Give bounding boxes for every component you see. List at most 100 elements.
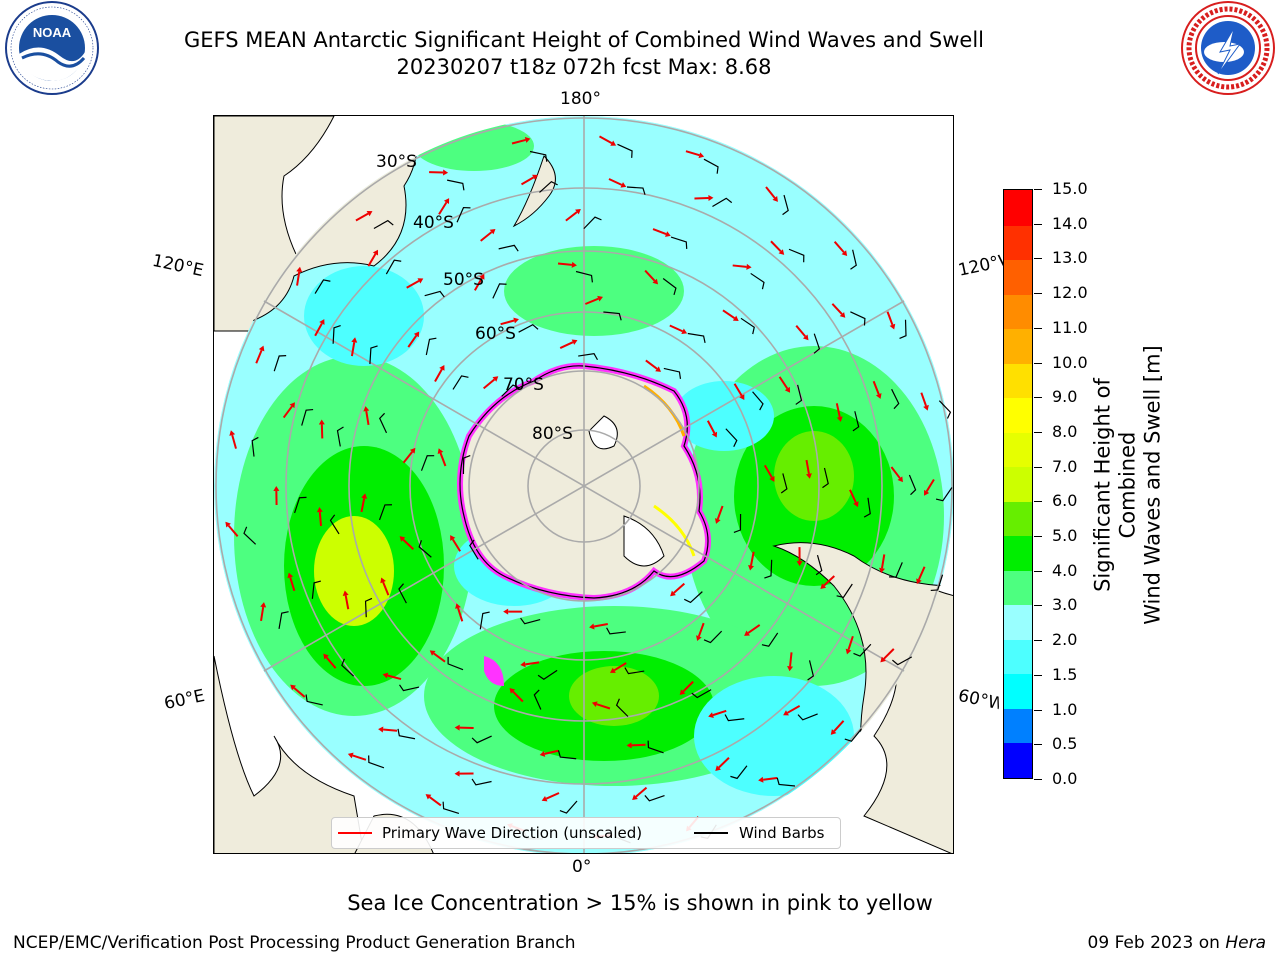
- wave-direction-arrowhead: [260, 602, 267, 608]
- wave-direction-arrowhead: [787, 666, 794, 672]
- colorbar-tick-mark: [1034, 501, 1042, 503]
- wind-barb: [378, 504, 392, 521]
- wave-direction-arrowhead: [225, 521, 231, 528]
- colorbar-tick-mark: [1034, 466, 1042, 468]
- wind-barb: [397, 728, 416, 740]
- wave-direction-arrowhead: [796, 561, 803, 567]
- wind-barb: [624, 667, 645, 675]
- wind-barb: [447, 656, 464, 671]
- wave-direction-arrow: [733, 383, 743, 397]
- wave-direction-arrow: [439, 452, 447, 467]
- wind-barb: [305, 694, 323, 706]
- wave-direction-arrowhead: [610, 667, 616, 673]
- wave-direction-arrow: [584, 297, 599, 305]
- wave-direction-arrow: [833, 241, 845, 253]
- wave-direction-arrowhead: [503, 608, 509, 615]
- wind-barb: [301, 408, 314, 426]
- footer-machine: Hera: [1225, 933, 1266, 953]
- colorbar-title: Significant Height of Combined Wind Wave…: [1091, 340, 1166, 630]
- wave-direction-arrow: [682, 680, 694, 693]
- wave-direction-arrow: [438, 201, 448, 215]
- wave-direction-arrowhead: [845, 648, 852, 655]
- wind-barb: [683, 591, 703, 604]
- wave-direction-arrow: [718, 757, 730, 769]
- wave-direction-arrowhead: [539, 750, 546, 757]
- wave-direction-arrowhead: [758, 776, 764, 783]
- lon-label-0: 0°: [572, 857, 592, 877]
- wave-direction-arrow: [872, 380, 880, 395]
- wave-direction-arrow: [593, 622, 608, 628]
- wind-barb: [603, 311, 622, 321]
- wave-direction-arrowhead: [455, 603, 461, 609]
- wave-direction-arrow: [645, 359, 658, 370]
- wave-direction-arrow: [608, 178, 623, 186]
- wave-direction-arrowhead: [670, 590, 676, 597]
- wave-direction-arrowhead: [289, 402, 295, 409]
- colorbar-tick-mark: [1034, 431, 1042, 433]
- wave-direction-arrowhead: [524, 137, 531, 143]
- lat-label-40s: 40°S: [413, 213, 454, 233]
- colorbar-segment: [1004, 432, 1032, 468]
- colorbar-segment: [1004, 742, 1032, 778]
- colorbar-tick-label: 10.0: [1052, 352, 1088, 372]
- wind-barb: [776, 777, 796, 787]
- wave-direction-arrow: [260, 606, 265, 622]
- wind-barb: [662, 278, 677, 296]
- wave-direction-arrow: [402, 538, 415, 550]
- wave-direction-arrow: [847, 635, 854, 650]
- wind-barb: [243, 526, 257, 545]
- wave-direction-arrowhead: [655, 366, 662, 372]
- wave-direction-arrow: [763, 464, 773, 479]
- wave-direction-arrowhead: [715, 765, 721, 771]
- wave-direction-arrowhead: [287, 572, 294, 579]
- wind-barb: [379, 412, 388, 434]
- polar-map: [214, 116, 953, 853]
- wave-direction-arrowhead: [417, 278, 424, 284]
- wind-barb: [691, 689, 712, 699]
- wind-barb: [850, 311, 866, 326]
- wave-direction-arrowhead: [591, 701, 598, 708]
- wind-barb: [663, 367, 682, 379]
- wave-direction-arrowhead: [836, 416, 843, 422]
- wave-direction-arrowhead: [443, 198, 450, 204]
- wave-direction-arrow: [293, 687, 306, 698]
- wave-direction-arrow: [231, 434, 237, 449]
- wind-barb: [888, 562, 903, 578]
- colorbar-tick-label: 7.0: [1052, 456, 1078, 476]
- wind-barb: [724, 714, 745, 722]
- wind-barb: [733, 513, 742, 534]
- wave-direction-arrowhead: [413, 331, 420, 338]
- wind-barb: [456, 206, 471, 223]
- wave-direction-arrowhead: [620, 182, 627, 188]
- wave-direction-arrow: [652, 228, 667, 236]
- wave-direction-arrow: [382, 728, 398, 732]
- colorbar-tick-mark: [1034, 744, 1042, 746]
- wave-direction-arrowhead: [714, 518, 721, 524]
- colorbar-tick-label: 9.0: [1052, 387, 1078, 407]
- wave-direction-arrow: [805, 459, 810, 474]
- primary-wave-arrows: [225, 135, 935, 840]
- colorbar-tick-mark: [1034, 189, 1042, 190]
- wave-direction-arrowhead: [489, 228, 496, 235]
- wave-direction-arrow: [795, 325, 807, 338]
- wave-direction-arrow: [598, 135, 613, 145]
- wave-direction-arrowhead: [589, 623, 595, 630]
- wave-direction-arrow: [644, 269, 656, 282]
- wave-direction-arrowhead: [351, 337, 358, 343]
- wave-direction-arrowhead: [319, 319, 325, 325]
- wind-barb: [583, 216, 602, 230]
- wave-direction-arrow: [318, 511, 323, 527]
- colorbar-tick-label: 4.0: [1052, 560, 1078, 580]
- wind-barb: [471, 778, 492, 786]
- wave-direction-arrow: [849, 489, 857, 503]
- wind-barb: [795, 384, 803, 405]
- wave-direction-arrow: [352, 754, 367, 761]
- wave-direction-arrow: [402, 451, 414, 464]
- wave-direction-arrow: [382, 581, 390, 596]
- wave-direction-arrow: [765, 186, 776, 199]
- wind-barb: [892, 656, 913, 666]
- lon-label-120e: 120°E: [150, 250, 206, 282]
- wind-barb: [644, 795, 665, 802]
- wave-direction-arrowhead: [273, 485, 280, 492]
- wave-direction-arrow: [511, 138, 526, 145]
